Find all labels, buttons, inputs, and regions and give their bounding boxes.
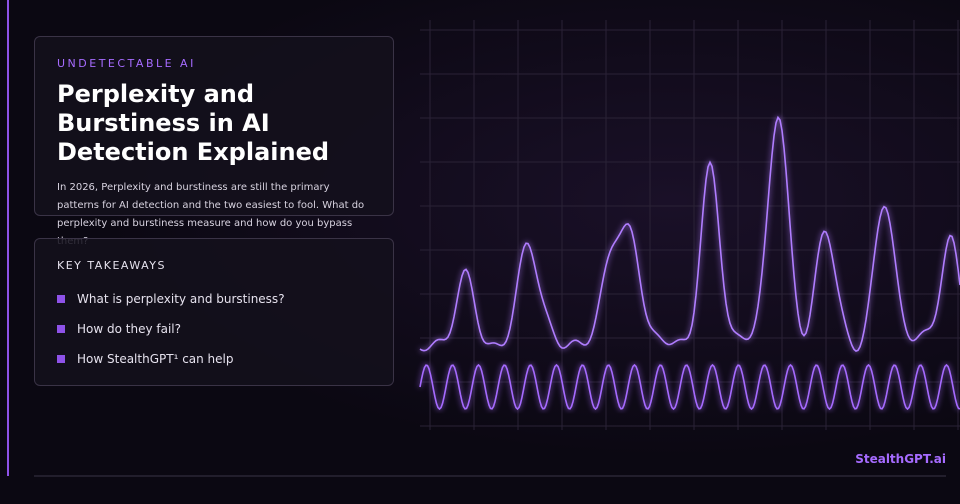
takeaway: What is perplexity and burstiness? [57, 284, 371, 314]
takeaways-heading: KEY TAKEAWAYS [57, 259, 167, 272]
takeaway: How do they fail? [57, 314, 371, 344]
takeaways-card: KEY TAKEAWAYS What is perplexity and bur… [34, 238, 394, 386]
intro-card: UNDETECTABLE AI Perplexity and Burstines… [34, 36, 394, 247]
title: Perplexity and Burstiness in AI Detectio… [57, 80, 330, 166]
eyebrow: UNDETECTABLE AI [57, 57, 196, 70]
brand: StealthGPT.ai [855, 452, 946, 466]
takeaways-list: What is perplexity and burstiness? How d… [57, 284, 371, 374]
takeaway: How StealthGPT¹ can help [57, 344, 371, 374]
